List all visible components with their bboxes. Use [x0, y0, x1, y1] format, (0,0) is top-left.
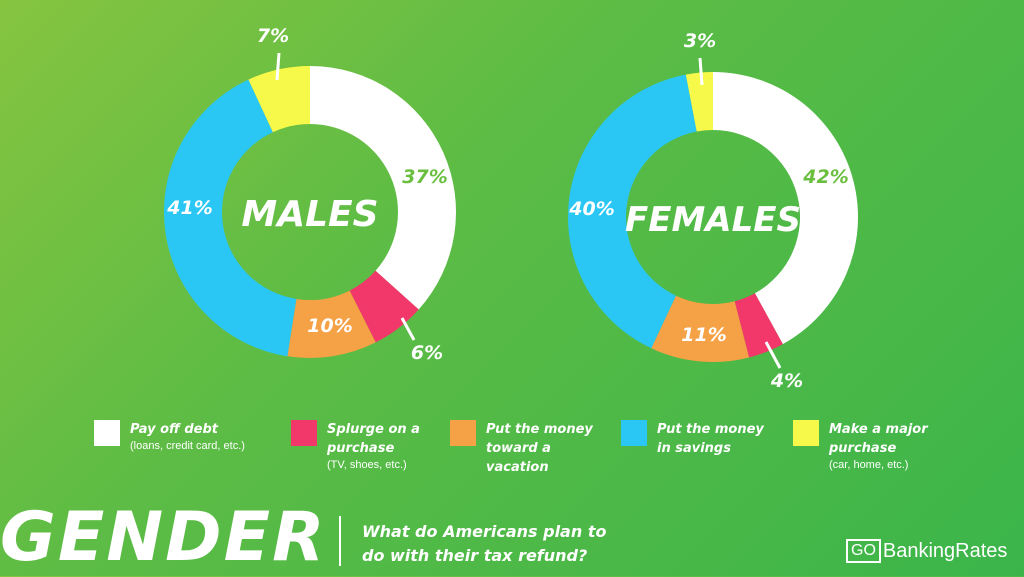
males-center-title: MALES [241, 194, 378, 235]
legend-item-major-purchase: Make a major purchase (car, home, etc.) [793, 420, 928, 473]
females-leader-line [764, 341, 782, 369]
legend-swatch [793, 420, 819, 446]
legend-swatch [621, 420, 647, 446]
males-leader-line [275, 52, 281, 81]
males-slice-splurge [349, 270, 419, 343]
females-slice-savings [567, 74, 697, 349]
males-slice-pay-off-debt [310, 66, 457, 310]
legend-swatch [94, 420, 120, 446]
males-label-splurge: 6% [411, 342, 443, 364]
females-slice-pay-off-debt [713, 72, 858, 345]
brand-name: BankingRates [882, 539, 1008, 562]
legend-label: Make a major purchase [829, 422, 928, 456]
legend-label: Pay off debt [130, 422, 218, 437]
legend-label: Splurge on a purchase [327, 422, 420, 456]
males-leader-line [400, 317, 416, 341]
females-label-splurge: 4% [770, 370, 803, 392]
males-slice-savings [163, 79, 297, 357]
legend-label: Put the money in savings [657, 422, 764, 456]
females-leader-line [698, 57, 704, 86]
legend-item-vacation: Put the money toward a vacation [450, 420, 593, 477]
legend-sub: (loans, credit card, etc.) [130, 440, 245, 452]
footer-divider [339, 516, 341, 566]
footer-subtitle: What do Americans plan to do with their … [362, 522, 607, 565]
legend-item-pay-off-debt: Pay off debt (loans, credit card, etc.) [94, 420, 245, 454]
males-label-major-purchase: 7% [257, 25, 289, 47]
females-label-pay-off-debt: 42% [802, 166, 848, 188]
legend-item-savings: Put the money in savings [621, 420, 764, 458]
males-label-vacation: 10% [307, 315, 352, 337]
footer-title: GENDER [0, 498, 327, 577]
males-slice-major-purchase [248, 66, 310, 133]
males-slice-vacation [287, 290, 376, 358]
females-slice-major-purchase [685, 72, 713, 132]
legend-swatch [450, 420, 476, 446]
females-label-major-purchase: 3% [684, 30, 716, 52]
legend-sub: (car, home, etc.) [829, 459, 909, 471]
legend-swatch [291, 420, 317, 446]
brand-go: GO [846, 539, 881, 563]
females-label-savings: 40% [568, 198, 614, 220]
females-slice-vacation [651, 295, 750, 363]
donut-males: MALES 37% 6% 10% 41% 7% [163, 25, 457, 364]
males-label-pay-off-debt: 37% [402, 166, 447, 188]
legend: Pay off debt (loans, credit card, etc.) … [0, 420, 1024, 490]
females-slice-splurge [734, 293, 783, 358]
legend-label: Put the money toward a vacation [486, 422, 593, 475]
males-label-savings: 41% [166, 197, 212, 219]
females-label-vacation: 11% [681, 324, 726, 346]
females-center-title: FEMALES [625, 200, 801, 240]
legend-item-splurge: Splurge on a purchase (TV, shoes, etc.) [291, 420, 420, 473]
brand-logo: GO BankingRates [846, 538, 1007, 564]
legend-sub: (TV, shoes, etc.) [327, 459, 407, 471]
